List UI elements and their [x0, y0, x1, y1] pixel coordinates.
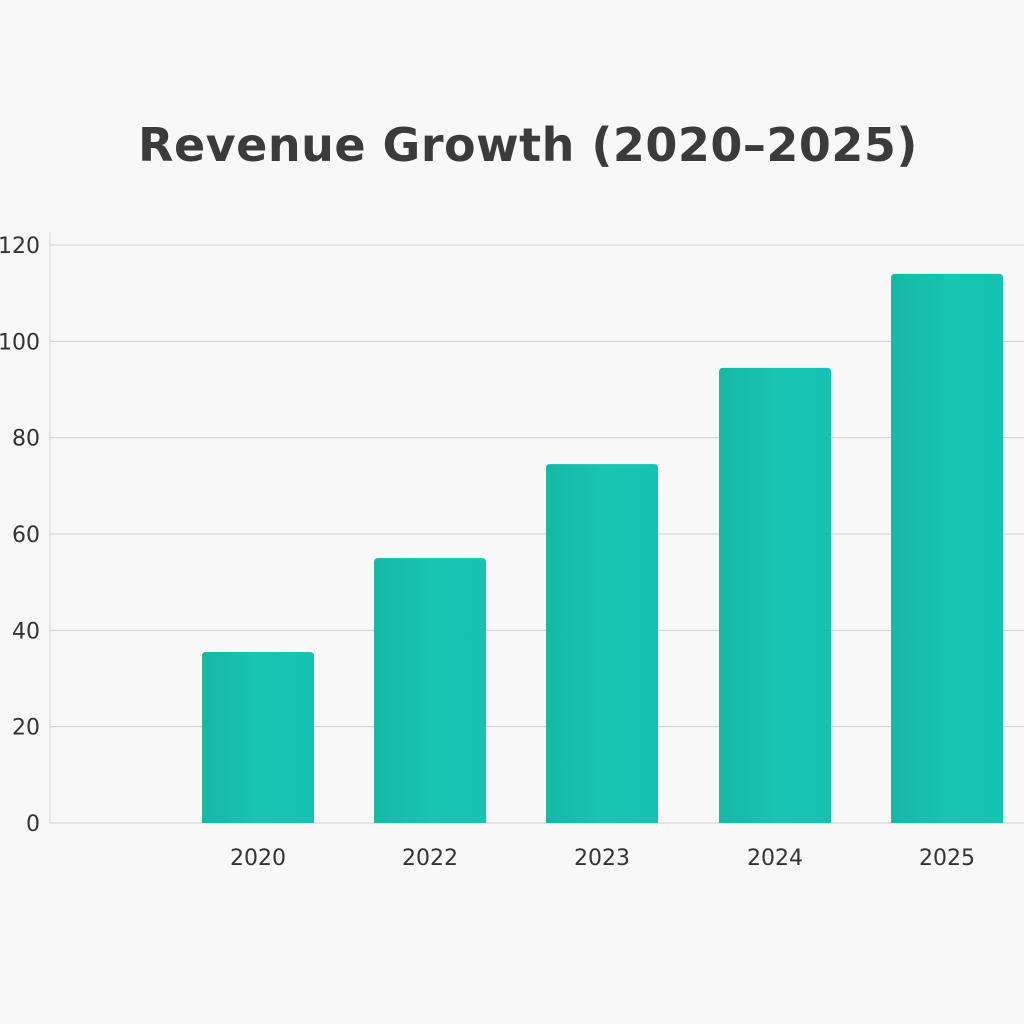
x-tick-label: 2022 [402, 846, 458, 871]
y-tick-label: 0 [26, 812, 40, 837]
y-tick-label: 100 [0, 330, 40, 355]
y-tick-label: 60 [12, 523, 40, 548]
bar-2022 [374, 558, 486, 823]
x-tick-label: 2020 [230, 846, 286, 871]
bar-2020 [202, 652, 314, 823]
y-tick-label: 20 [12, 716, 40, 741]
y-tick-label: 80 [12, 427, 40, 452]
bar-2024 [719, 367, 831, 823]
chart-title: Revenue Growth (2020–2025) [138, 118, 918, 172]
x-tick-label: 2023 [574, 846, 630, 871]
x-tick-label: 2025 [919, 846, 975, 871]
bar-2025 [891, 273, 1003, 823]
bar-2023 [546, 464, 658, 823]
y-tick-label: 120 [0, 234, 40, 259]
y-tick-label: 40 [12, 619, 40, 644]
x-tick-label: 2024 [747, 846, 803, 871]
